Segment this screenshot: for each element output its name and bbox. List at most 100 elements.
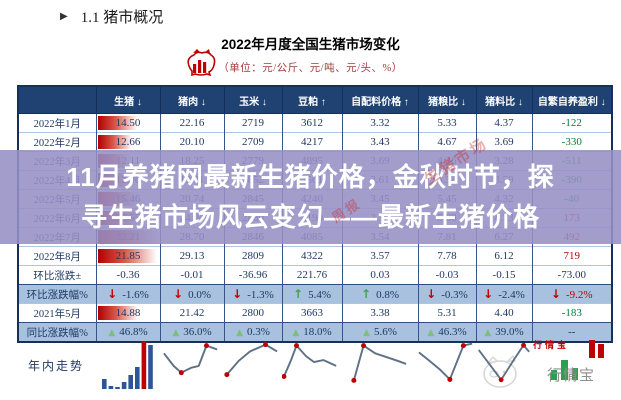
up-triangle-icon: ▲ <box>108 328 116 338</box>
chart-unit-note: （单位：元/公斤、元/吨、元/头、%） <box>218 63 403 74</box>
table-cell: -330 <box>531 132 613 152</box>
brand-cluster: 行情宝 行情宝 <box>531 334 611 396</box>
section-heading-label: 1.1 猪市概况 <box>80 10 164 26</box>
table-cell: 5.33 <box>417 113 477 133</box>
brand-name-red: 行情宝 <box>533 340 570 350</box>
brand-logo: 行情宝 行情宝 <box>531 334 611 394</box>
hog-grain-trend-sparkline <box>417 334 475 396</box>
down-arrow-icon: ↓ <box>232 287 243 301</box>
column-header: 生猪 ↓ <box>95 85 161 114</box>
table-cell: -183 <box>531 303 613 323</box>
table-cell: 3612 <box>281 113 343 133</box>
table-cell: 3.32 <box>341 113 419 133</box>
table-cell: 4.67 <box>417 132 477 152</box>
section-heading: ▶ 1.1 猪市概况 <box>60 6 163 27</box>
table-row: 同比涨跌幅% ▲ 46.8% ▲ 36.0% ▲ 0.3% ▲ 18.0% ▲ 5.6% ▲ 46.3%… <box>17 322 613 342</box>
corn-trend-sparkline <box>223 334 281 396</box>
table-cell: ↓ -1.3% <box>223 284 283 304</box>
table-cell: 2719 <box>223 113 283 133</box>
hog-trend-barchart <box>95 334 159 396</box>
up-arrow-icon: ↑ <box>361 287 372 301</box>
table-cell: -36.96 <box>223 265 283 285</box>
up-triangle-icon: ▲ <box>292 328 300 338</box>
table-cell: 3.43 <box>341 132 419 152</box>
pig-barchart-logo-icon <box>187 49 216 77</box>
column-header: 猪肉 ↓ <box>159 85 225 114</box>
table-cell: ↓ -1.6% <box>95 284 161 304</box>
chart-title: 2022年月度全国生猪市场变化 <box>221 37 400 52</box>
table-cell: ↓ -0.3% <box>417 284 477 304</box>
table-cell: 2800 <box>223 303 283 323</box>
brand-name-gray: 行情宝 <box>547 368 596 384</box>
table-cell: -122 <box>531 113 613 133</box>
up-triangle-icon: ▲ <box>363 328 370 338</box>
table-cell: -0.15 <box>475 265 533 285</box>
price-databar <box>97 116 138 130</box>
table-cell: 14.88 <box>95 303 161 323</box>
column-header: 自配料价格 ↑ <box>341 85 419 114</box>
table-row: 2022年1月 14.50 22.16 2719 3612 3.32 5.33 4.37 -12… <box>17 113 613 133</box>
down-arrow-icon: ↓ <box>173 287 184 301</box>
table-cell: 20.10 <box>159 132 225 152</box>
row-label: 2022年8月 <box>17 246 97 266</box>
down-arrow-icon: ↓ <box>107 287 118 301</box>
table-row: 2022年8月 21.85 29.13 2809 4322 3.57 7.78 6.12 719 <box>17 246 613 266</box>
hog-feed-trend-sparkline <box>475 334 531 396</box>
row-label: 2022年1月 <box>17 113 97 133</box>
table-cell: 4217 <box>281 132 343 152</box>
table-row: 环比涨跌幅% ↓ -1.6% ↓ 0.0% ↓ -1.3% ↑ 5.4% ↑ 0.8% ↓ -0.3% ↓… <box>17 284 613 304</box>
price-databar <box>97 135 133 149</box>
column-header: 猪粮比 ↓ <box>417 85 477 114</box>
table-cell: 3.57 <box>341 246 419 266</box>
column-header <box>17 85 97 114</box>
gray-pig-watermark-icon <box>483 354 517 388</box>
row-label: 2021年5月 <box>17 303 97 323</box>
arrow-bullet-icon: ▶ <box>60 11 68 22</box>
table-cell: -0.01 <box>159 265 225 285</box>
table-cell: ↑ 5.4% <box>281 284 343 304</box>
table-cell: -0.36 <box>95 265 161 285</box>
table-cell: ▲ 0.3% <box>223 322 283 342</box>
table-cell: ↓ 0.0% <box>159 284 225 304</box>
headline-overlay-banner: 11月养猪网最新生猪价格，金秋时节，探 寻生猪市场风云变幻——最新生猪价格 <box>0 150 621 244</box>
table-cell: ▲ 5.6% <box>341 322 419 342</box>
table-cell: ▲ 46.3% <box>417 322 477 342</box>
table-cell: 0.03 <box>341 265 419 285</box>
year-trend-row: 年内走势 行情宝 行情宝 <box>17 334 611 396</box>
table-cell: 14.50 <box>95 113 161 133</box>
soymeal-trend-sparkline <box>281 334 341 396</box>
pork-trend-sparkline <box>159 334 223 396</box>
chart-title-block: 2022年月度全国生猪市场变化 （单位：元/公斤、元/吨、元/头、%） <box>0 33 621 75</box>
column-header: 猪料比 ↓ <box>475 85 533 114</box>
table-cell: 2709 <box>223 132 283 152</box>
table-cell: 4.40 <box>475 303 533 323</box>
table-cell: 3.38 <box>341 303 419 323</box>
table-cell: ↓ -2.4% <box>475 284 533 304</box>
table-cell: 29.13 <box>159 246 225 266</box>
down-arrow-icon: ↓ <box>426 287 437 301</box>
table-cell: 6.12 <box>475 246 533 266</box>
headline-line-1: 11月养猪网最新生猪价格，金秋时节，探 <box>66 161 555 192</box>
table-cell: 22.16 <box>159 113 225 133</box>
down-arrow-icon: ↓ <box>483 287 494 301</box>
table-cell: 2809 <box>223 246 283 266</box>
up-triangle-icon: ▲ <box>427 328 435 338</box>
down-arrow-icon: ↓ <box>550 287 561 301</box>
table-cell: 3663 <box>281 303 343 323</box>
column-header: 自繁自养盈利 ↓ <box>531 85 613 114</box>
up-triangle-icon: ▲ <box>172 328 180 338</box>
trend-label: 年内走势 <box>27 358 84 373</box>
table-cell: 12.66 <box>95 132 161 152</box>
table-cell: 221.76 <box>281 265 343 285</box>
headline-line-2: 寻生猪市场风云变幻——最新生猪价格 <box>80 202 540 232</box>
column-header: 豆粕 ↑ <box>281 85 343 114</box>
table-cell: ↑ 0.8% <box>341 284 419 304</box>
row-label: 环比涨跌幅% <box>17 284 97 304</box>
table-cell: 719 <box>531 246 613 266</box>
table-cell: ↓ -9.2% <box>531 284 613 304</box>
row-label: 同比涨跌幅% <box>17 322 97 342</box>
table-row: 2022年2月 12.66 20.10 2709 4217 3.43 4.67 3.69 -33… <box>17 132 613 152</box>
table-cell: 21.42 <box>159 303 225 323</box>
table-cell: 4.37 <box>475 113 533 133</box>
table-cell: 4322 <box>281 246 343 266</box>
